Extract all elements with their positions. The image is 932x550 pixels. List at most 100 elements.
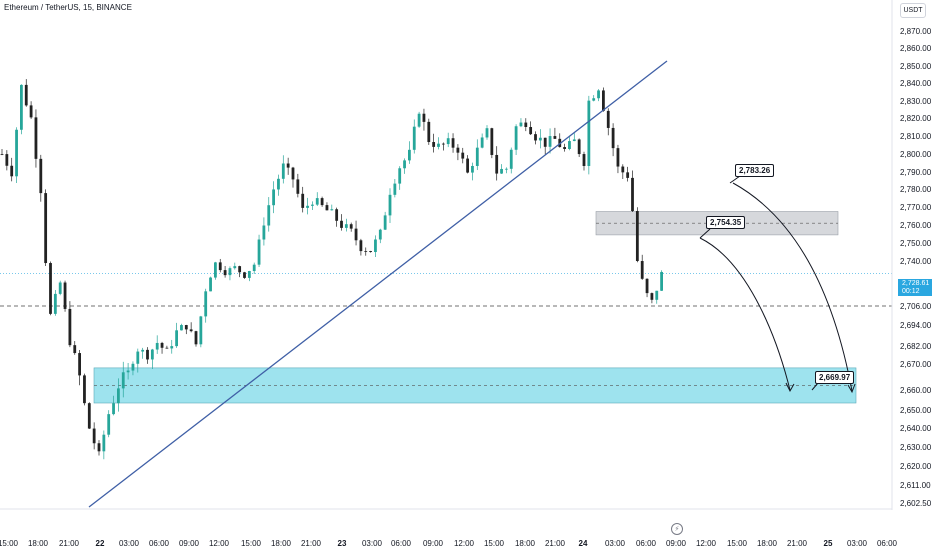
candle	[650, 292, 654, 304]
projection-arrow-upper	[732, 182, 853, 392]
candle	[49, 261, 52, 316]
candle	[534, 131, 537, 145]
callout-target[interactable]: 2,669.97	[815, 371, 855, 384]
candle	[233, 262, 237, 270]
candle	[267, 197, 271, 232]
y-tick-label: 2,660.00	[900, 386, 932, 395]
candle	[238, 265, 242, 278]
candle	[344, 218, 348, 232]
candle	[5, 150, 9, 171]
candle	[53, 290, 57, 316]
candle	[87, 402, 91, 430]
candle	[374, 235, 377, 258]
candle	[102, 430, 106, 460]
callout-pointer	[699, 228, 711, 239]
candle	[475, 139, 479, 171]
x-tick-label: 24	[579, 539, 588, 548]
y-tick-label: 2,682.00	[900, 342, 932, 351]
candle	[24, 79, 28, 107]
x-tick-label: 18:00	[271, 539, 292, 548]
y-tick-label: 2,640.00	[900, 424, 932, 433]
candle	[165, 345, 169, 349]
x-tick-label: 15:00	[0, 539, 19, 548]
candle	[228, 266, 232, 281]
y-tick-label: 2,820.00	[900, 114, 932, 123]
x-tick-label: 06:00	[149, 539, 170, 548]
y-tick-label: 2,840.00	[900, 79, 932, 88]
bar-countdown: 00:12	[902, 288, 920, 295]
candle	[364, 247, 368, 256]
candle	[83, 373, 86, 406]
candle	[325, 202, 329, 211]
callout-pointer	[729, 175, 741, 184]
callout-upper[interactable]: 2,783.26	[735, 164, 775, 177]
candle	[320, 196, 324, 207]
candle	[335, 207, 339, 227]
candle	[495, 146, 499, 181]
callout-middle[interactable]: 2,754.35	[706, 216, 746, 229]
candle	[388, 188, 392, 224]
candle	[73, 341, 77, 355]
candle	[349, 222, 353, 232]
candle	[194, 330, 198, 347]
candle	[175, 322, 178, 348]
candle	[0, 148, 4, 156]
candle	[383, 211, 387, 230]
candle	[437, 137, 440, 150]
candle	[441, 142, 445, 151]
candle	[543, 137, 547, 155]
candle	[500, 164, 503, 175]
x-tick-label: 06:00	[636, 539, 657, 548]
candle	[15, 127, 18, 183]
chart-title: Ethereum / TetherUS, 15, BINANCE	[4, 3, 132, 12]
candle	[398, 166, 402, 190]
y-tick-label: 2,620.00	[900, 462, 932, 471]
candle	[281, 155, 285, 184]
candle	[184, 324, 188, 335]
candle	[582, 151, 586, 171]
candle	[262, 217, 266, 246]
arrowhead-icon	[785, 382, 795, 393]
arrowhead-icon	[847, 383, 856, 394]
candle	[121, 361, 125, 398]
candle	[58, 280, 62, 296]
candle	[180, 323, 183, 331]
y-tick-label: 2,706.00	[900, 302, 932, 311]
y-tick-label: 2,800.00	[900, 150, 932, 159]
callout-pointer	[811, 382, 819, 391]
x-tick-label: 06:00	[877, 539, 898, 548]
candle	[485, 125, 489, 140]
x-tick-label: 18:00	[515, 539, 536, 548]
y-tick-label: 2,670.00	[900, 360, 932, 369]
x-tick-label: 03:00	[362, 539, 383, 548]
trendline[interactable]	[88, 60, 668, 508]
candle	[209, 276, 212, 292]
drawings-layer	[88, 60, 856, 508]
candle	[505, 167, 508, 174]
candle	[286, 157, 290, 175]
currency-button[interactable]: USDT	[900, 3, 926, 18]
candle	[291, 166, 295, 188]
candle	[393, 179, 397, 198]
x-tick-label: 15:00	[484, 539, 505, 548]
candle	[412, 119, 416, 154]
candle	[112, 395, 115, 416]
y-tick-label: 2,602.50	[900, 499, 932, 508]
x-tick-label: 09:00	[423, 539, 444, 548]
x-tick-label: 09:00	[179, 539, 200, 548]
candle	[568, 135, 571, 151]
candle	[558, 133, 562, 148]
candle	[631, 170, 634, 212]
candle	[422, 108, 426, 131]
candle	[117, 378, 120, 412]
lightning-icon[interactable]: ⚡	[671, 523, 683, 535]
candle	[20, 84, 23, 135]
candle	[92, 422, 96, 450]
y-tick-label: 2,810.00	[900, 132, 932, 141]
candle	[572, 133, 576, 142]
y-tick-label: 2,694.00	[900, 321, 932, 330]
y-tick-label: 2,630.00	[900, 443, 932, 452]
x-tick-label: 03:00	[847, 539, 868, 548]
candle	[378, 228, 382, 244]
